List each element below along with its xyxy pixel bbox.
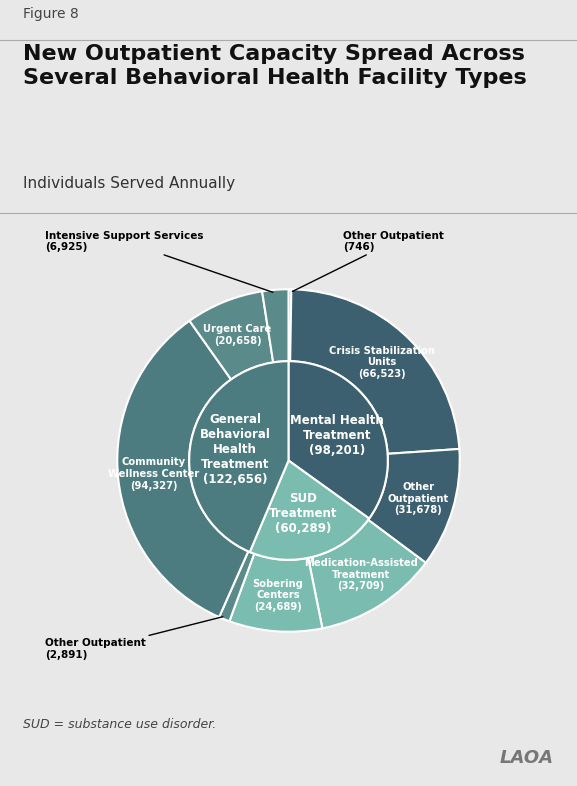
Text: Other Outpatient
(2,891): Other Outpatient (2,891) [46,617,223,659]
Wedge shape [288,289,291,362]
Wedge shape [262,289,288,362]
Text: SUD
Treatment
(60,289): SUD Treatment (60,289) [269,491,338,534]
Wedge shape [189,362,288,552]
Text: Mental Health
Treatment
(98,201): Mental Health Treatment (98,201) [290,414,384,457]
Wedge shape [189,292,273,380]
Text: Crisis Stabilization
Units
(66,523): Crisis Stabilization Units (66,523) [329,346,434,379]
Text: General
Behavioral
Health
Treatment
(122,656): General Behavioral Health Treatment (122… [200,413,271,487]
Wedge shape [250,461,369,560]
Wedge shape [368,449,460,563]
Text: Other Outpatient
(746): Other Outpatient (746) [293,230,444,292]
Wedge shape [230,553,323,632]
Text: Figure 8: Figure 8 [23,6,79,20]
Text: Other
Outpatient
(31,678): Other Outpatient (31,678) [388,482,449,516]
Text: Medication-Assisted
Treatment
(32,709): Medication-Assisted Treatment (32,709) [304,558,418,591]
Text: Individuals Served Annually: Individuals Served Annually [23,176,235,191]
Text: New Outpatient Capacity Spread Across
Several Behavioral Health Facility Types: New Outpatient Capacity Spread Across Se… [23,44,527,88]
Wedge shape [288,362,388,519]
Text: LAOA: LAOA [500,749,554,767]
Text: Urgent Care
(20,658): Urgent Care (20,658) [204,325,272,346]
Text: Sobering
Centers
(24,689): Sobering Centers (24,689) [253,578,304,612]
Wedge shape [219,551,254,621]
Text: Community
Wellness Center
(94,327): Community Wellness Center (94,327) [108,457,200,490]
Text: SUD = substance use disorder.: SUD = substance use disorder. [23,718,216,731]
Wedge shape [308,520,426,628]
Wedge shape [117,321,248,617]
Text: Intensive Support Services
(6,925): Intensive Support Services (6,925) [46,230,273,292]
Wedge shape [290,289,459,454]
